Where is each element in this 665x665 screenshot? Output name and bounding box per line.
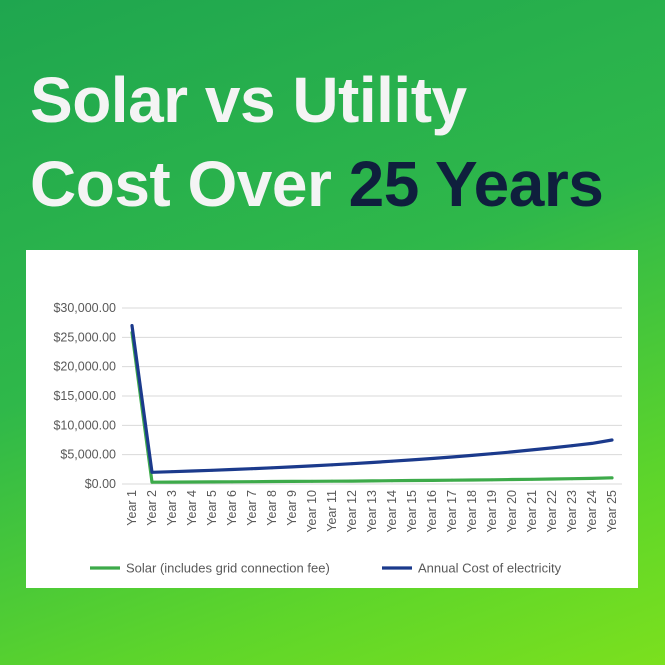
x-tick-label: Year 12 <box>345 490 359 533</box>
data-point <box>570 444 574 448</box>
data-point <box>590 477 594 480</box>
y-tick-label: $5,000.00 <box>60 448 116 462</box>
data-point <box>550 477 554 481</box>
data-point <box>370 479 374 483</box>
x-tick-label: Year 11 <box>325 490 339 532</box>
data-point <box>130 324 134 327</box>
headline: Solar vs Utility Cost Over 25 Years <box>30 58 604 226</box>
x-tick-label: Year 18 <box>465 490 479 533</box>
data-point <box>290 465 294 469</box>
data-point <box>310 464 314 468</box>
data-point <box>490 452 494 456</box>
data-point <box>430 478 434 482</box>
y-tick-label: $20,000.00 <box>53 360 116 374</box>
data-point <box>230 480 234 484</box>
data-point <box>450 455 454 459</box>
x-tick-label: Year 21 <box>525 490 539 533</box>
x-tick-label: Year 3 <box>165 490 179 526</box>
data-point <box>350 479 354 483</box>
data-point <box>430 457 434 460</box>
data-point <box>410 458 414 462</box>
data-point <box>530 477 534 481</box>
data-point <box>210 480 214 484</box>
data-point <box>190 480 194 484</box>
data-point <box>390 479 394 483</box>
data-point <box>610 438 614 442</box>
data-point <box>470 478 474 482</box>
x-tick-label: Year 15 <box>405 490 419 533</box>
chart-card: $0.00 $5,000.00 $10,000.00 $15,000.00 $20,00… <box>26 250 638 588</box>
data-point <box>450 478 454 482</box>
data-point <box>530 448 534 452</box>
data-point <box>190 469 194 473</box>
legend-label: Solar (includes grid connection fee) <box>126 561 330 576</box>
data-point <box>510 478 514 481</box>
data-point <box>170 470 174 474</box>
x-tick-label: Year 17 <box>445 490 459 533</box>
data-point <box>550 446 554 450</box>
x-tick-label: Year 19 <box>485 490 499 533</box>
x-tick-label: Year 6 <box>225 490 239 526</box>
y-tick-label: $0.00 <box>85 477 116 491</box>
headline-line2-prefix: Cost Over <box>30 148 349 220</box>
x-tick-label: Year 10 <box>305 490 319 533</box>
data-point <box>230 468 234 471</box>
data-point <box>490 478 494 482</box>
x-tick-label: Year 25 <box>605 490 619 533</box>
data-point <box>370 461 374 464</box>
data-point <box>210 468 214 472</box>
x-tick-label: Year 20 <box>505 490 519 533</box>
data-point <box>150 470 154 474</box>
data-point <box>330 463 334 467</box>
x-tick-label: Year 9 <box>285 490 299 526</box>
data-point <box>610 476 614 480</box>
series-line-utility <box>130 323 614 474</box>
x-tick-label: Year 1 <box>125 490 139 526</box>
x-tick-label: Year 22 <box>545 490 559 533</box>
legend-label: Annual Cost of electricity <box>418 561 562 576</box>
data-point <box>590 442 594 445</box>
data-point <box>510 450 514 454</box>
x-tick-label: Year 2 <box>145 490 159 526</box>
data-point <box>170 480 174 484</box>
y-tick-label: $15,000.00 <box>53 389 116 403</box>
data-point <box>250 467 254 471</box>
data-point <box>330 479 334 483</box>
x-tick-label: Year 13 <box>365 490 379 533</box>
y-tick-label: $10,000.00 <box>53 418 116 432</box>
data-point <box>250 480 254 484</box>
line-chart: $0.00 $5,000.00 $10,000.00 $15,000.00 $20,00… <box>53 301 622 576</box>
x-tick-label: Year 4 <box>185 490 199 526</box>
data-point <box>290 480 294 483</box>
data-point <box>470 453 474 457</box>
y-tick-label: $30,000.00 <box>53 301 116 315</box>
headline-line2-accent: 25 Years <box>348 148 604 220</box>
x-tick-label: Year 14 <box>385 490 399 533</box>
data-point <box>270 480 274 483</box>
x-tick-label: Year 5 <box>205 490 219 526</box>
x-tick-label: Year 16 <box>425 490 439 533</box>
data-point <box>390 459 394 463</box>
series-line-solar <box>130 330 614 484</box>
x-tick-label: Year 24 <box>585 490 599 533</box>
data-point <box>350 462 354 466</box>
headline-line1: Solar vs Utility <box>30 64 467 136</box>
y-tick-label: $25,000.00 <box>53 330 116 344</box>
data-point <box>310 479 314 483</box>
data-point <box>150 480 154 484</box>
data-point <box>410 479 414 482</box>
data-point <box>570 477 574 481</box>
data-point <box>270 466 274 470</box>
x-tick-label: Year 23 <box>565 490 579 533</box>
x-tick-label: Year 7 <box>245 490 259 526</box>
x-tick-label: Year 8 <box>265 490 279 526</box>
